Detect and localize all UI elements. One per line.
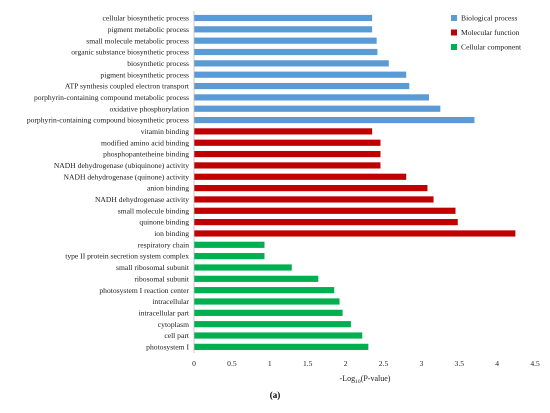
legend-swatch	[451, 15, 457, 21]
category-label: small molecule binding	[118, 206, 189, 215]
category-label: porphyrin-containing compound metabolic …	[34, 93, 189, 102]
bar	[194, 60, 389, 67]
category-label: pigment biosynthetic process	[100, 70, 189, 79]
category-label: intracellular part	[139, 308, 190, 317]
bar	[194, 309, 343, 316]
x-tick-label: 2.5	[379, 359, 389, 368]
bar	[194, 185, 428, 192]
x-axis-label: -Log10(P-value)	[340, 374, 391, 385]
x-tick-label: 4.5	[530, 359, 540, 368]
bar	[194, 287, 335, 294]
x-tick-label: 1.5	[303, 359, 313, 368]
x-tick-labels: 0 0.5 1 1.5 2 2.5 3 3.5 4 4.5	[192, 359, 540, 368]
category-label: NADH dehydrogenase (quinone) activity	[64, 172, 190, 181]
bar	[194, 94, 429, 101]
category-label: cellular biosynthetic process	[103, 14, 190, 23]
legend-label: Molecular function	[461, 28, 520, 37]
legend-label: Cellular component	[461, 43, 522, 52]
bar	[194, 343, 369, 350]
category-label: anion binding	[147, 184, 189, 193]
bar	[194, 105, 441, 112]
bar	[194, 71, 407, 78]
x-tick-label: 3.5	[455, 359, 465, 368]
bar	[194, 253, 265, 260]
bar	[194, 230, 516, 237]
bar	[194, 332, 363, 339]
bar	[194, 241, 265, 248]
category-label: type II protein secretion system complex	[65, 252, 189, 261]
bar	[194, 26, 373, 33]
bar	[194, 128, 373, 135]
category-label: cytoplasm	[158, 320, 189, 329]
x-tick-label: 3	[420, 359, 424, 368]
category-labels: cellular biosynthetic process pigment met…	[27, 14, 190, 352]
bar	[194, 207, 456, 214]
legend-swatch	[451, 29, 457, 36]
x-tick-label: 0	[192, 359, 196, 368]
x-tick-label: 1	[268, 359, 272, 368]
bar	[194, 150, 381, 158]
category-label: NADH dehydrogenase activity	[95, 195, 189, 204]
category-label: photosystem I	[146, 342, 189, 351]
category-label: pigment metabolic process	[108, 25, 189, 34]
category-label: phosphopantetheine binding	[103, 150, 189, 159]
bar	[194, 275, 319, 282]
bar	[194, 37, 377, 44]
legend: Biological process Molecular function Cell…	[451, 14, 522, 52]
category-label: small ribosomal subunit	[116, 263, 190, 272]
bar	[194, 173, 407, 180]
category-label: NADH dehydrogenase (ubiquinone) activity	[54, 161, 189, 170]
x-tick-label: 2	[344, 359, 348, 368]
category-label: oxidative phosphorylation	[109, 104, 189, 113]
category-label: quinone binding	[139, 218, 189, 227]
category-label: cell part	[164, 331, 190, 340]
category-label: respiratory chain	[138, 240, 189, 249]
category-label: photosystem I reaction center	[99, 286, 189, 295]
bar	[194, 14, 373, 22]
category-label: ATP synthesis coupled electron transport	[65, 82, 190, 91]
x-tick-label: 4	[495, 359, 499, 368]
bar	[194, 139, 381, 146]
category-label: ion binding	[154, 229, 189, 238]
category-label: organic substance biosynthetic process	[71, 48, 189, 57]
category-label: vitamin binding	[141, 127, 190, 136]
category-label: biosynthetic process	[127, 59, 189, 68]
legend-label: Biological process	[461, 14, 517, 23]
figure-caption: (a)	[270, 390, 281, 400]
legend-swatch	[451, 44, 457, 50]
category-label: ribosomal subunit	[134, 274, 190, 283]
bar	[194, 264, 292, 271]
bars-group	[194, 14, 516, 350]
bar	[194, 219, 458, 226]
category-label: porphyrin-containing compound biosynthet…	[27, 116, 189, 125]
category-label: modified amino acid binding	[101, 138, 189, 147]
bar	[194, 116, 475, 124]
bar	[194, 162, 381, 169]
bar	[194, 196, 434, 203]
x-tick-label: 0.5	[227, 359, 237, 368]
bar	[194, 48, 378, 56]
bar	[194, 82, 410, 90]
bar	[194, 298, 340, 305]
category-label: intracellular	[152, 297, 189, 306]
bar	[194, 321, 351, 328]
category-label: small molecule metabolic process	[86, 36, 189, 45]
